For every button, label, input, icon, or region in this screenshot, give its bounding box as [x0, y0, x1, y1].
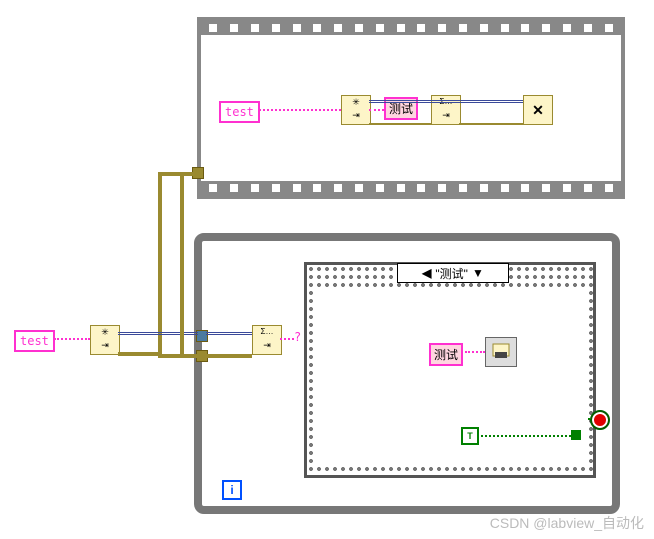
event-case-name: "测试" — [435, 265, 468, 282]
coercion-dot: ? — [294, 330, 302, 344]
wire-olive — [158, 172, 194, 176]
wire-dkblue — [206, 332, 252, 335]
wire-pink — [259, 109, 341, 111]
event-item-label[interactable]: 测试 — [429, 343, 463, 366]
prev-case-icon[interactable]: ◀ — [422, 266, 431, 280]
wire-olive — [158, 172, 162, 354]
wire-olive — [158, 354, 198, 358]
user-event-vi[interactable] — [485, 337, 517, 367]
wire-olive — [459, 123, 523, 125]
flat-sequence-structure: test ✳⇥ 测试 Σ…⇥ ✕ — [197, 17, 625, 199]
wire-green — [477, 435, 571, 437]
event-tunnel-bool — [571, 430, 581, 440]
while-stop-terminal[interactable] — [590, 410, 610, 430]
event-structure: ◀ "测试" ▼ 测试 T — [304, 262, 596, 478]
string-constant-test-top[interactable]: test — [219, 101, 260, 123]
wire-dkblue — [459, 100, 523, 103]
string-constant-test-bottom[interactable]: test — [14, 330, 55, 352]
sequence-film-top — [201, 21, 621, 35]
wire-olive — [206, 354, 252, 358]
obtain-queue-node-bottom[interactable]: ✳⇥ — [90, 325, 120, 355]
sequence-film-bottom — [201, 181, 621, 195]
wire-dkblue — [118, 332, 198, 335]
wire-olive — [118, 352, 160, 356]
watermark-text: CSDN @labview_自动化 — [490, 513, 644, 533]
obtain-queue-node-top[interactable]: ✳⇥ — [341, 95, 371, 125]
iteration-terminal: i — [222, 480, 242, 500]
wire-pink — [280, 338, 294, 340]
wire-pink — [54, 338, 90, 340]
wire-olive — [369, 123, 431, 125]
release-queue-node-top[interactable]: ✕ — [523, 95, 553, 125]
dequeue-node-bottom[interactable]: Σ…⇥ — [252, 325, 282, 355]
event-diagram-area: 测试 T — [315, 287, 585, 467]
case-dropdown-icon[interactable]: ▼ — [472, 266, 484, 280]
event-case-selector[interactable]: ◀ "测试" ▼ — [397, 263, 509, 283]
wire-pink — [369, 109, 384, 111]
wire-olive — [180, 172, 184, 356]
